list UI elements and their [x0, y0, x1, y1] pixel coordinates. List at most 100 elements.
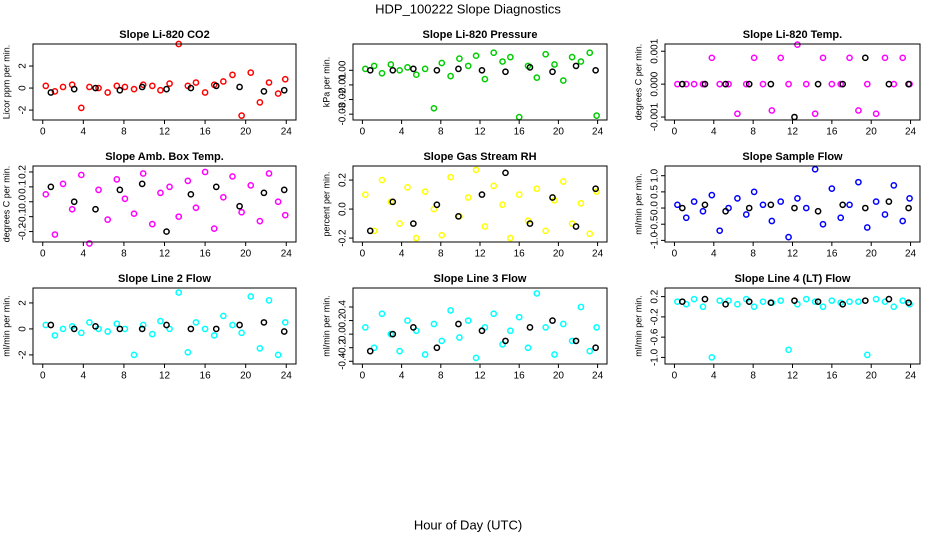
x-tick-label: 20: [866, 371, 878, 382]
data-point: [387, 61, 395, 68]
data-point: [104, 216, 112, 223]
data-point: [678, 204, 686, 212]
data-point: [759, 201, 767, 209]
panel-title: Slope Line 2 Flow: [118, 273, 211, 285]
x-tick-label: 16: [514, 249, 526, 260]
data-point: [130, 210, 138, 218]
data-point: [593, 112, 600, 119]
data-point: [559, 178, 567, 185]
panel-title: Slope Gas Stream RH: [423, 151, 536, 163]
y-tick-label: 0.2: [338, 313, 349, 327]
x-tick-label: 0: [40, 127, 46, 138]
y-tick-label: 0.00: [338, 60, 349, 80]
data-point: [212, 183, 220, 191]
x-tick-label: 20: [240, 371, 252, 382]
data-point: [438, 231, 446, 239]
data-point: [592, 344, 599, 352]
figure-title: HDP_100222 Slope Diagnostics: [375, 1, 561, 16]
x-tick-label: 12: [474, 371, 486, 382]
data-point: [121, 195, 129, 203]
data-point: [370, 227, 378, 235]
data-point: [238, 112, 245, 119]
data-point: [104, 89, 112, 96]
plot-frame: [664, 165, 921, 243]
data-point: [490, 182, 498, 190]
data-point: [113, 176, 121, 183]
data-point: [502, 337, 509, 345]
data-point: [872, 295, 880, 303]
panel-title: Slope Sample Flow: [742, 151, 843, 163]
data-point: [247, 69, 255, 76]
data-point: [716, 297, 724, 305]
y-tick-label: 0: [18, 85, 29, 91]
y-tick-label: -0.6: [650, 328, 661, 346]
data-point: [794, 41, 801, 49]
data-point: [265, 296, 273, 304]
data-point: [47, 321, 55, 329]
data-point: [777, 198, 785, 205]
y-axis-label: ml/min per min.: [633, 295, 643, 357]
data-point: [238, 329, 245, 337]
data-point: [378, 69, 386, 77]
x-tick-label: 12: [787, 127, 799, 138]
y-tick-label: 2: [18, 63, 29, 69]
y-tick-label: -2: [18, 105, 29, 114]
y-tick-label: -0.01: [338, 73, 349, 96]
data-point: [210, 225, 218, 232]
y-axis-label: degrees C per min.: [1, 166, 11, 243]
data-point: [389, 66, 397, 74]
x-tick-label: 24: [905, 249, 917, 260]
y-tick-label: 0.2: [650, 289, 661, 303]
data-point: [885, 80, 893, 88]
data-point: [378, 310, 386, 318]
data-point: [785, 346, 792, 354]
y-tick-label: -0.03: [338, 102, 349, 125]
plot-frame: [32, 43, 297, 121]
x-tick-label: 8: [438, 127, 444, 138]
data-point: [274, 351, 282, 359]
y-tick-label: -0.2: [338, 339, 349, 357]
data-point: [768, 107, 776, 114]
x-tick-label: 0: [672, 371, 678, 382]
data-point: [220, 312, 227, 320]
data-point: [130, 351, 138, 359]
data-point: [361, 191, 369, 198]
data-point: [690, 295, 698, 303]
data-point: [905, 299, 912, 307]
data-point: [499, 201, 506, 209]
y-tick-label: -2: [18, 350, 29, 359]
y-axis-label: ml/min per min.: [633, 173, 643, 235]
data-point: [777, 297, 785, 305]
data-point: [184, 177, 192, 185]
data-point: [846, 298, 853, 306]
data-point: [456, 334, 463, 341]
data-point: [430, 320, 438, 328]
data-point: [490, 310, 498, 318]
data-point: [811, 298, 819, 306]
x-tick-label: 4: [81, 371, 87, 382]
data-point: [192, 319, 200, 326]
data-point: [274, 198, 282, 206]
data-point: [507, 53, 514, 61]
x-tick-label: 24: [905, 127, 917, 138]
data-point: [526, 220, 534, 227]
x-tick-label: 12: [159, 371, 171, 382]
panel-title: Slope Amb. Box Temp.: [105, 151, 224, 163]
data-point: [811, 110, 819, 118]
x-tick-label: 4: [399, 249, 405, 260]
data-point: [814, 80, 822, 88]
data-point: [70, 85, 78, 93]
data-point: [725, 80, 732, 88]
data-point: [791, 204, 798, 212]
data-point: [722, 300, 729, 308]
data-point: [366, 347, 374, 355]
y-tick-label: -0.02: [338, 88, 349, 111]
data-point: [42, 82, 50, 90]
data-point: [157, 189, 164, 197]
data-point: [481, 223, 489, 230]
x-tick-label: 16: [826, 371, 838, 382]
data-point: [551, 61, 558, 68]
data-point: [885, 295, 893, 303]
data-point: [885, 198, 893, 205]
data-point: [592, 185, 599, 193]
